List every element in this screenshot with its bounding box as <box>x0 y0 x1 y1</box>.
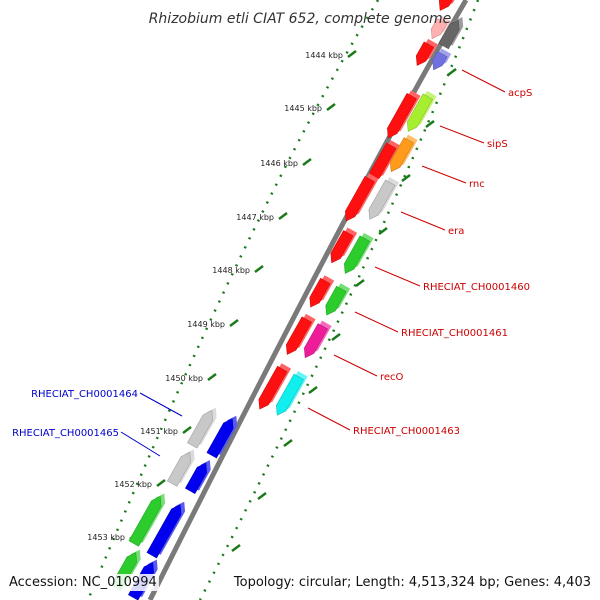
ruler-tick <box>278 212 288 220</box>
gene-label-RHECIAT_CH0001464[interactable]: RHECIAT_CH0001464 <box>31 389 138 400</box>
unlabeled-gene-pink[interactable] <box>430 18 448 40</box>
inner-ruler-tick <box>231 544 241 552</box>
gene-era[interactable] <box>368 179 396 220</box>
inner-ruler-tick <box>447 68 457 76</box>
tick-label: 1444 kbp <box>305 51 343 60</box>
genome-title: Rhizobium etli CIAT 652, complete genome <box>149 11 452 27</box>
gene-RHECIAT_CH0001464[interactable] <box>206 418 234 459</box>
unlabeled-gene-red[interactable] <box>309 277 331 308</box>
inner-ruler-tick <box>331 333 341 341</box>
gene-callouts: acpS sipS rnc era RHECIAT_CH0001460 RHECIAT_C… <box>12 69 532 457</box>
ruler-tick <box>326 103 336 111</box>
tick-label: 1453 kbp <box>87 533 125 542</box>
inner-ruler-tick <box>283 439 293 447</box>
gene-acpS[interactable] <box>432 51 448 71</box>
unlabeled-gene-green[interactable] <box>128 496 162 547</box>
inner-ruler-tick <box>257 492 267 500</box>
gene-recO[interactable] <box>304 323 329 359</box>
inner-ruler-tick <box>308 386 318 394</box>
gene-label-RHECIAT_CH0001465[interactable]: RHECIAT_CH0001465 <box>12 428 119 439</box>
unlabeled-gene-red[interactable] <box>387 93 417 139</box>
callout-line <box>374 266 421 287</box>
gene-label-RHECIAT_CH0001460[interactable]: RHECIAT_CH0001460 <box>423 282 530 293</box>
gene-RHECIAT_CH0001463[interactable] <box>276 373 304 416</box>
inner-ruler-tick <box>425 120 435 128</box>
ruler-tick <box>347 50 357 58</box>
inner-ruler-tick <box>355 279 365 287</box>
gene-label-acpS[interactable]: acpS <box>508 88 532 99</box>
tick-label: 1448 kbp <box>212 266 250 275</box>
unlabeled-gene-gray[interactable] <box>187 410 213 449</box>
gene-RHECIAT_CH0001461[interactable] <box>325 285 347 316</box>
unlabeled-gene-red[interactable] <box>438 0 456 11</box>
gene-RHECIAT_CH0001460[interactable] <box>344 235 370 274</box>
gene-label-sipS[interactable]: sipS <box>487 139 508 150</box>
unlabeled-gene-red[interactable] <box>258 365 288 410</box>
tick-label: 1445 kbp <box>284 104 322 113</box>
tick-label: 1447 kbp <box>236 213 274 222</box>
unlabeled-gene-blue[interactable] <box>146 504 182 559</box>
gene-track <box>111 0 464 600</box>
unlabeled-gene-red[interactable] <box>345 176 375 222</box>
gene-RHECIAT_CH0001465[interactable] <box>184 462 208 495</box>
unlabeled-gene-gray[interactable] <box>166 451 191 487</box>
tick-label: 1446 kbp <box>260 159 298 168</box>
outer-ruler <box>86 0 380 600</box>
ruler-tick <box>156 479 166 487</box>
tick-label: 1450 kbp <box>165 374 203 383</box>
callout-line <box>354 311 399 333</box>
genome-summary: Topology: circular; Length: 4,513,324 bp… <box>231 574 593 591</box>
gene-sipS[interactable] <box>407 93 433 132</box>
accession-label: Accession: NC_010994 <box>7 574 159 591</box>
unlabeled-gene-red[interactable] <box>330 230 354 264</box>
unlabeled-gene-red[interactable] <box>415 41 435 66</box>
ruler-tick <box>207 373 217 381</box>
callout-line <box>400 211 446 231</box>
callout-line <box>333 354 378 377</box>
callout-line <box>421 165 467 184</box>
gene-label-RHECIAT_CH0001463[interactable]: RHECIAT_CH0001463 <box>353 426 460 437</box>
unlabeled-gene-dark[interactable] <box>438 19 460 50</box>
gene-label-era[interactable]: era <box>448 226 464 237</box>
tick-label: 1451 kbp <box>140 427 178 436</box>
ruler-tick <box>302 158 312 166</box>
callout-line <box>120 431 161 457</box>
callout-line <box>461 69 506 93</box>
tick-label: 1449 kbp <box>187 320 225 329</box>
gene-label-RHECIAT_CH0001461[interactable]: RHECIAT_CH0001461 <box>401 328 508 339</box>
gene-label-recO[interactable]: recO <box>380 372 404 383</box>
genome-backbone <box>147 0 469 600</box>
inner-ruler-tick <box>378 227 388 235</box>
callout-line <box>139 392 183 417</box>
ruler-tick <box>254 265 264 273</box>
inner-ruler-tick <box>401 174 411 182</box>
ruler-tick <box>229 319 239 327</box>
gene-rnc[interactable] <box>390 137 415 173</box>
callout-line <box>439 125 485 144</box>
unlabeled-gene-red[interactable] <box>286 316 312 355</box>
callout-line <box>307 407 351 431</box>
ruler-tick <box>182 426 192 434</box>
tick-label: 1452 kbp <box>114 480 152 489</box>
gene-label-rnc[interactable]: rnc <box>469 179 485 190</box>
